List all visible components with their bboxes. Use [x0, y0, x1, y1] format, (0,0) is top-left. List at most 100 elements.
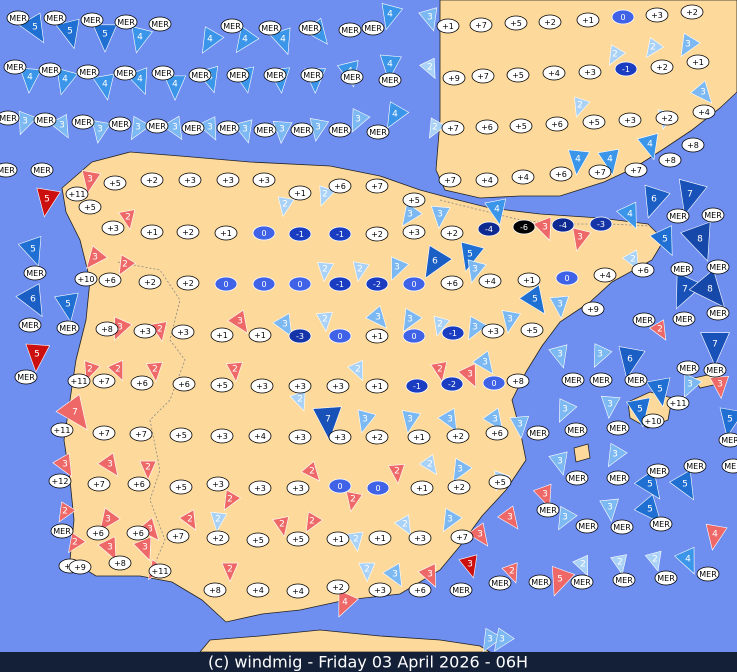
temperature: MER: [9, 14, 27, 23]
temperature: -6: [520, 223, 528, 232]
temperature-badge: [216, 172, 240, 188]
wind-force: 4: [280, 35, 286, 45]
wind-arrow: [163, 75, 187, 101]
wind-force: 4: [27, 73, 33, 83]
wind-arrow: [393, 514, 412, 536]
temperature-badge: [80, 12, 104, 28]
temperature-badge: [216, 120, 240, 136]
temperature: +1: [692, 58, 704, 67]
wind-force: 3: [407, 415, 413, 425]
wind-arrow: [162, 115, 183, 141]
temperature: +5: [408, 196, 420, 205]
temperature: +5: [510, 19, 522, 28]
temperature: 0: [337, 332, 342, 341]
temperature-badge: [214, 276, 238, 292]
temperature-badge: [67, 373, 91, 389]
temperature: MER: [0, 114, 17, 123]
wind-arrow: [636, 133, 659, 161]
temperature: MER: [652, 520, 670, 529]
temperature-badge: [405, 378, 429, 394]
temperature-badge: [581, 301, 605, 317]
wind-force: 4: [342, 598, 348, 608]
temperature: -1: [413, 382, 421, 391]
temperature: +2: [446, 229, 458, 238]
temperature-badge: [326, 579, 350, 595]
temperature: MER: [229, 71, 247, 80]
temperature-badge: [672, 311, 696, 327]
wind-arrow: [84, 360, 101, 382]
wind-force: 4: [575, 155, 581, 165]
wind-arrow: [669, 469, 694, 501]
wind-force: 2: [509, 567, 515, 577]
wind-arrow: [81, 170, 102, 194]
temperature: +8: [687, 141, 699, 150]
temperature: +1: [146, 228, 158, 237]
temperature-badge: [402, 192, 426, 208]
wind-force: 4: [137, 75, 143, 85]
wind-arrow: [315, 312, 333, 333]
temperature-badge: [407, 429, 431, 445]
wind-force: 7: [72, 408, 78, 418]
temperature-badge: [326, 378, 350, 394]
temperature: +3: [651, 11, 663, 20]
wind-force: 3: [97, 125, 103, 135]
temperature: MER: [148, 122, 166, 131]
temperature-badge: [129, 426, 153, 442]
temperature-badge: [166, 528, 190, 544]
temperature: +7: [477, 72, 489, 81]
temperature-badge: [74, 271, 98, 287]
temperature-badge: [169, 427, 193, 443]
temperature: MER: [219, 124, 237, 133]
temperature: +3: [332, 382, 344, 391]
temperature-badge: [538, 14, 562, 30]
temperature-badge: [98, 272, 122, 288]
wind-arrow: [501, 310, 522, 334]
temperature: MER: [669, 212, 687, 221]
temperature-badge: [86, 525, 110, 541]
temperature: +2: [371, 230, 383, 239]
temperature-badge: [286, 531, 310, 547]
wind-arrow: [130, 115, 151, 141]
temperature-badge: [718, 432, 737, 448]
temperature: MER: [704, 211, 722, 220]
temperature: MER: [21, 321, 39, 330]
temperature-badge: [506, 67, 530, 83]
wind-force: 2: [650, 43, 656, 53]
temperature: MER: [686, 462, 704, 471]
temperature: +3: [294, 382, 306, 391]
temperature: +1: [254, 331, 266, 340]
wind-force: 5: [647, 505, 653, 515]
temperature-badge: [3, 59, 27, 75]
wind-force: 6: [651, 195, 657, 205]
temperature: +8: [209, 586, 221, 595]
wind-force: 5: [102, 30, 108, 40]
wind-force: 6: [627, 355, 633, 365]
temperature-badge: [145, 118, 169, 134]
temperature-badge: [706, 305, 730, 321]
temperature-badge: [248, 327, 272, 343]
wind-arrow: [97, 536, 117, 561]
temperature: 0: [411, 332, 416, 341]
wind-force: 3: [59, 121, 65, 131]
temperature-badge: [171, 324, 195, 340]
temperature: MER: [53, 527, 71, 536]
wind-arrow: [690, 80, 713, 104]
temperature: +11: [71, 377, 88, 386]
temperature-badge: [440, 225, 464, 241]
temperature-badge: [402, 276, 426, 292]
temperature-badge: [56, 320, 80, 336]
temperature: MER: [709, 263, 727, 272]
wind-arrow: [678, 178, 708, 216]
temperature-badge: [0, 110, 20, 126]
temperature-badge: [68, 559, 92, 575]
temperature: MER: [154, 69, 172, 78]
wind-force: 2: [612, 50, 618, 60]
wind-force: 2: [402, 520, 408, 530]
temperature: +4: [698, 108, 710, 117]
temperature: +2: [182, 228, 194, 237]
wind-force: 3: [447, 515, 453, 525]
temperature: +5: [109, 179, 121, 188]
temperature-badge: [326, 531, 350, 547]
temperature: MER: [17, 373, 35, 382]
temperature-badge: [258, 20, 282, 36]
